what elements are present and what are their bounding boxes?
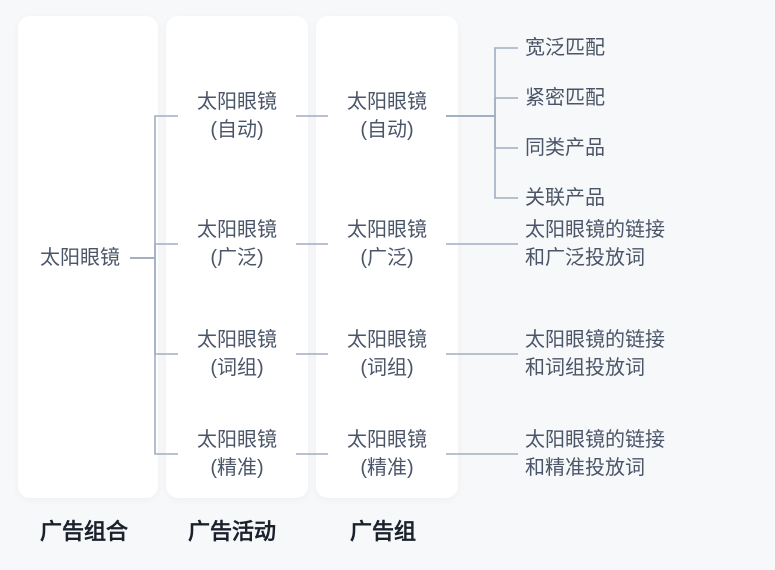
leaf-auto: 关联产品 [525,184,605,212]
campaign-line2: (精准) [210,457,263,479]
adgroup-line2: (词组) [360,357,413,379]
adgroup-node: 太阳眼镜 (词组) [328,326,446,382]
leaf-line1: 太阳眼镜的链接 [525,219,665,241]
root-node: 太阳眼镜 [30,244,130,272]
campaign-line1: 太阳眼镜 [197,329,277,351]
leaf-line2: 和广泛投放词 [525,247,645,269]
campaign-node: 太阳眼镜 (自动) [178,88,296,144]
leaf-text: 宽泛匹配 [525,37,605,59]
leaf-text: 关联产品 [525,187,605,209]
col-label-adgroup: 广告组 [350,514,416,546]
leaf-auto: 宽泛匹配 [525,34,605,62]
adgroup-line1: 太阳眼镜 [347,429,427,451]
campaign-line1: 太阳眼镜 [197,91,277,113]
campaign-node: 太阳眼镜 (词组) [178,326,296,382]
root-text: 太阳眼镜 [40,247,120,269]
adgroup-line2: (广泛) [360,247,413,269]
leaf-line1: 太阳眼镜的链接 [525,429,665,451]
adgroup-line1: 太阳眼镜 [347,91,427,113]
label-text: 广告组合 [40,519,128,544]
col-label-campaign: 广告活动 [188,514,276,546]
col-label-portfolio: 广告组合 [40,514,128,546]
campaign-line2: (自动) [210,119,263,141]
leaf-line1: 太阳眼镜的链接 [525,329,665,351]
adgroup-node: 太阳眼镜 (自动) [328,88,446,144]
adgroup-line1: 太阳眼镜 [347,329,427,351]
campaign-line2: (广泛) [210,247,263,269]
campaign-node: 太阳眼镜 (精准) [178,426,296,482]
label-text: 广告活动 [188,519,276,544]
leaf-text: 同类产品 [525,137,605,159]
campaign-line1: 太阳眼镜 [197,219,277,241]
leaf-auto: 同类产品 [525,134,605,162]
adgroup-line2: (精准) [360,457,413,479]
leaf-line2: 和精准投放词 [525,457,645,479]
label-text: 广告组 [350,519,416,544]
leaf-other: 太阳眼镜的链接 和词组投放词 [525,326,665,382]
leaf-line2: 和词组投放词 [525,357,645,379]
adgroup-line1: 太阳眼镜 [347,219,427,241]
leaf-text: 紧密匹配 [525,87,605,109]
adgroup-node: 太阳眼镜 (精准) [328,426,446,482]
campaign-node: 太阳眼镜 (广泛) [178,216,296,272]
campaign-line1: 太阳眼镜 [197,429,277,451]
leaf-other: 太阳眼镜的链接 和广泛投放词 [525,216,665,272]
leaf-auto: 紧密匹配 [525,84,605,112]
adgroup-node: 太阳眼镜 (广泛) [328,216,446,272]
leaf-other: 太阳眼镜的链接 和精准投放词 [525,426,665,482]
campaign-line2: (词组) [210,357,263,379]
adgroup-line2: (自动) [360,119,413,141]
